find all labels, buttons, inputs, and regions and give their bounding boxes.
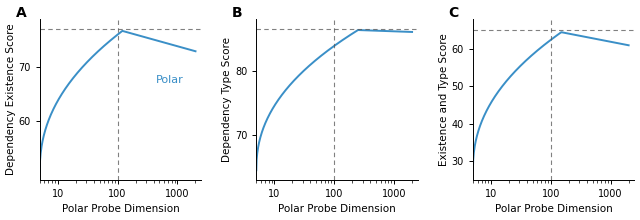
X-axis label: Polar Probe Dimension: Polar Probe Dimension: [61, 204, 179, 214]
Y-axis label: Existence and Type Score: Existence and Type Score: [438, 33, 449, 166]
Text: B: B: [232, 6, 243, 20]
X-axis label: Polar Probe Dimension: Polar Probe Dimension: [278, 204, 396, 214]
Text: A: A: [15, 6, 26, 20]
X-axis label: Polar Probe Dimension: Polar Probe Dimension: [495, 204, 612, 214]
Text: Polar: Polar: [156, 75, 184, 85]
Text: C: C: [449, 6, 459, 20]
Y-axis label: Dependency Existence Score: Dependency Existence Score: [6, 24, 15, 175]
Y-axis label: Dependency Type Score: Dependency Type Score: [222, 37, 232, 162]
